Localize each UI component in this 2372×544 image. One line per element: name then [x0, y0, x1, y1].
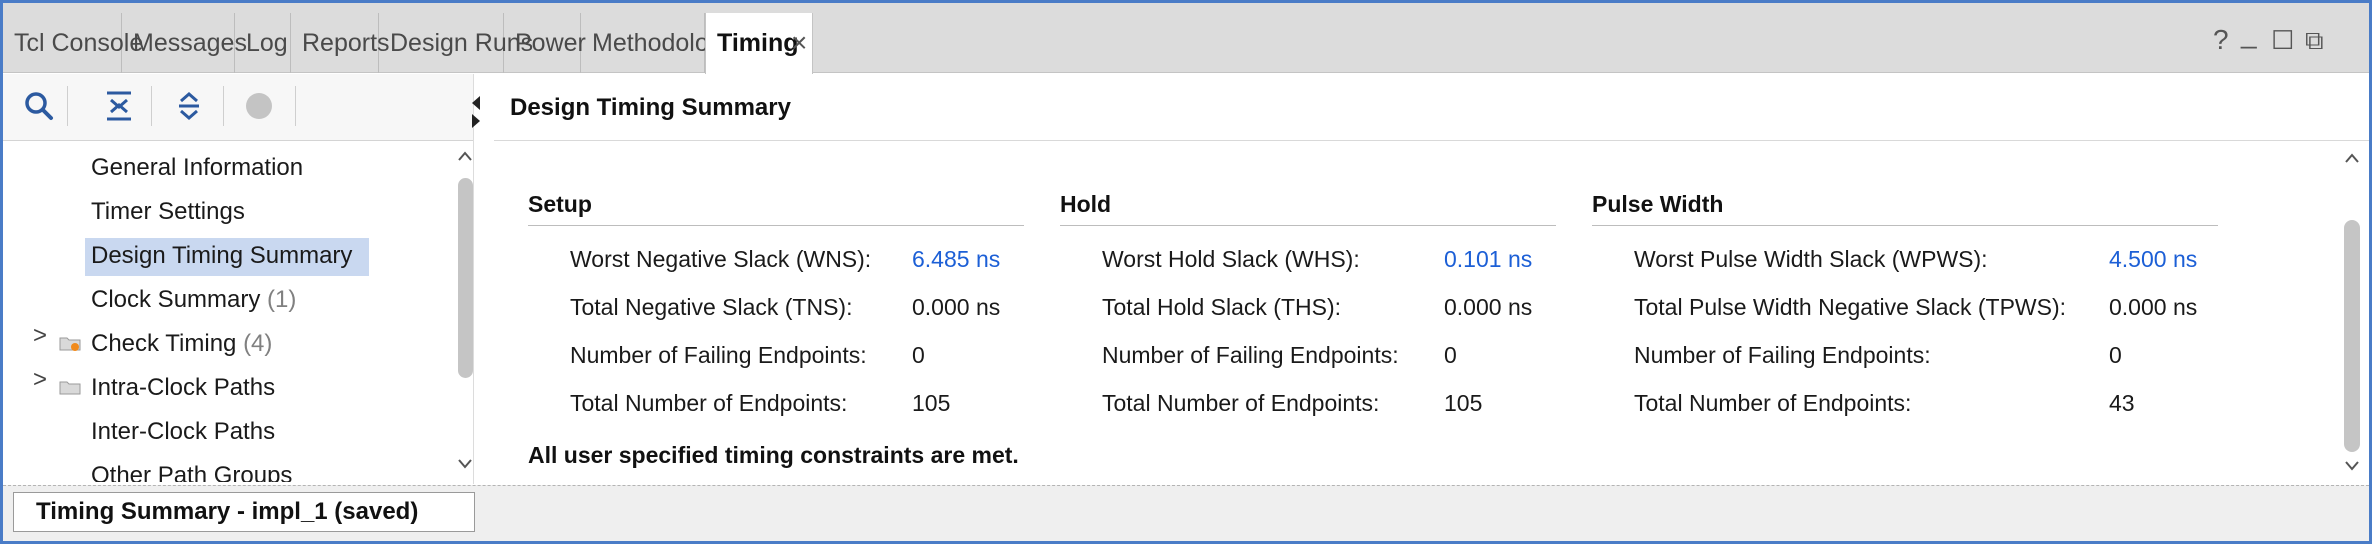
float-icon[interactable]: ⧉	[2305, 25, 2324, 55]
window-controls: ? _ ☐ ⧉	[2213, 15, 2343, 65]
hold-endpoints-value: 105	[1444, 390, 1483, 416]
hold-section-title: Hold	[1060, 191, 1556, 226]
tree-item-label: Check Timing	[91, 330, 237, 357]
report-tree: General Information Timer Settings Desig…	[3, 142, 473, 482]
tab-label: Reports	[302, 29, 390, 57]
expand-chevron-icon[interactable]: >	[33, 366, 48, 393]
tree-item-label: Design Timing Summary	[91, 242, 353, 269]
hold-failing-label: Number of Failing Endpoints:	[1102, 342, 1399, 368]
tree-item-design-timing-summary[interactable]: Design Timing Summary	[85, 236, 369, 276]
tab-reports[interactable]: Reports	[291, 13, 390, 73]
tab-label: Timing	[717, 29, 799, 57]
wpws-value-link[interactable]: 4.500 ns	[2109, 246, 2198, 272]
tree-item-label: Timer Settings	[91, 198, 245, 225]
tab-label: Messages	[133, 29, 247, 57]
scroll-up-icon[interactable]	[457, 150, 473, 162]
search-icon[interactable]	[21, 88, 57, 124]
status-dot-icon[interactable]	[241, 88, 277, 124]
main-header: Design Timing Summary	[494, 74, 2369, 141]
tree-item-check-timing[interactable]: Check Timing (4)	[91, 324, 272, 364]
status-bar: Timing Summary - impl_1 (saved)	[3, 485, 2369, 541]
tree-item-general-information[interactable]: General Information	[91, 148, 303, 188]
toolbar-separator	[67, 86, 68, 126]
whs-value-link[interactable]: 0.101 ns	[1444, 246, 1533, 272]
tree-item-intra-clock-paths[interactable]: Intra-Clock Paths	[91, 368, 275, 408]
tab-label: Power	[515, 29, 586, 57]
tab-bar: Tcl Console Messages Log Reports Design …	[3, 3, 2369, 74]
scroll-up-icon[interactable]	[2344, 152, 2360, 164]
tab-tcl-console[interactable]: Tcl Console	[3, 13, 143, 73]
tab-label: Tcl Console	[14, 29, 144, 57]
tns-value: 0.000 ns	[912, 294, 1001, 320]
collapse-all-icon[interactable]	[101, 88, 137, 124]
tab-timing[interactable]: Timing ×	[705, 13, 813, 74]
page-title: Design Timing Summary	[510, 94, 791, 121]
tpws-label: Total Pulse Width Negative Slack (TPWS):	[1634, 294, 2067, 320]
setup-failing-label: Number of Failing Endpoints:	[570, 342, 867, 368]
folder-warning-icon	[59, 337, 81, 351]
tree-item-label: Intra-Clock Paths	[91, 374, 276, 401]
pulse-width-section-title: Pulse Width	[1592, 191, 2218, 226]
wns-value-link[interactable]: 6.485 ns	[912, 246, 1001, 272]
scroll-down-icon[interactable]	[457, 458, 473, 470]
report-status-label: Timing Summary - impl_1 (saved)	[13, 492, 475, 532]
folder-icon	[59, 381, 81, 395]
pw-failing-value: 0	[2109, 342, 2122, 368]
wpws-label: Worst Pulse Width Slack (WPWS):	[1634, 246, 1988, 272]
content-scrollbar[interactable]	[2331, 142, 2369, 484]
setup-endpoints-label: Total Number of Endpoints:	[570, 390, 848, 416]
ths-label: Total Hold Slack (THS):	[1102, 294, 1342, 320]
tab-label: Design Runs	[390, 29, 534, 57]
tab-design-runs[interactable]: Design Runs	[379, 13, 533, 73]
hold-endpoints-label: Total Number of Endpoints:	[1102, 390, 1380, 416]
setup-section-title: Setup	[528, 191, 1024, 226]
hold-failing-value: 0	[1444, 342, 1457, 368]
tree-item-label: General Information	[91, 154, 304, 181]
tree-item-clock-summary[interactable]: Clock Summary (1)	[91, 280, 296, 320]
tree-item-count: (1)	[267, 286, 297, 313]
pw-failing-label: Number of Failing Endpoints:	[1634, 342, 1931, 368]
toolbar-separator	[151, 86, 152, 126]
tree-item-count: (4)	[243, 330, 273, 357]
tab-methodology[interactable]: Methodology	[581, 13, 735, 73]
tree-item-inter-clock-paths[interactable]: Inter-Clock Paths	[91, 412, 275, 452]
wns-label: Worst Negative Slack (WNS):	[570, 246, 872, 272]
toolbar-separator	[223, 86, 224, 126]
pw-endpoints-value: 43	[2109, 390, 2135, 416]
tpws-value: 0.000 ns	[2109, 294, 2198, 320]
selection-highlight	[85, 238, 369, 276]
tree-item-timer-settings[interactable]: Timer Settings	[91, 192, 245, 232]
tree-item-other-path-groups[interactable]: Other Path Groups	[91, 456, 292, 482]
tree-item-label: Clock Summary	[91, 286, 261, 313]
setup-failing-value: 0	[912, 342, 925, 368]
toolbar-separator	[295, 86, 296, 126]
tns-label: Total Negative Slack (TNS):	[570, 294, 853, 320]
whs-label: Worst Hold Slack (WHS):	[1102, 246, 1360, 272]
help-icon[interactable]: ?	[2213, 24, 2229, 55]
expand-chevron-icon[interactable]: >	[33, 322, 48, 349]
tree-toolbar	[3, 74, 473, 141]
tab-power[interactable]: Power	[504, 13, 586, 73]
close-icon[interactable]: ×	[791, 27, 808, 58]
constraints-met-message: All user specified timing constraints ar…	[528, 442, 1019, 468]
expand-all-icon[interactable]	[171, 88, 207, 124]
setup-endpoints-value: 105	[912, 390, 951, 416]
maximize-icon[interactable]: ☐	[2271, 25, 2295, 55]
minimize-icon[interactable]: _	[2241, 18, 2257, 49]
tree-item-label: Inter-Clock Paths	[91, 418, 276, 445]
panel-splitter[interactable]	[470, 74, 493, 484]
ths-value: 0.000 ns	[1444, 294, 1533, 320]
tab-log[interactable]: Log	[235, 13, 291, 73]
scrollbar-thumb[interactable]	[458, 178, 473, 378]
tree-scrollbar[interactable]	[451, 142, 473, 482]
pw-endpoints-label: Total Number of Endpoints:	[1634, 390, 1912, 416]
tab-messages[interactable]: Messages	[122, 13, 247, 73]
timing-summary-content: Setup Worst Negative Slack (WNS): 6.485 …	[494, 142, 2369, 484]
scroll-down-icon[interactable]	[2344, 460, 2360, 472]
scrollbar-thumb[interactable]	[2344, 220, 2360, 452]
tab-label: Log	[246, 29, 288, 57]
collapse-arrows-icon[interactable]	[470, 96, 484, 130]
tree-item-label: Other Path Groups	[91, 462, 293, 482]
